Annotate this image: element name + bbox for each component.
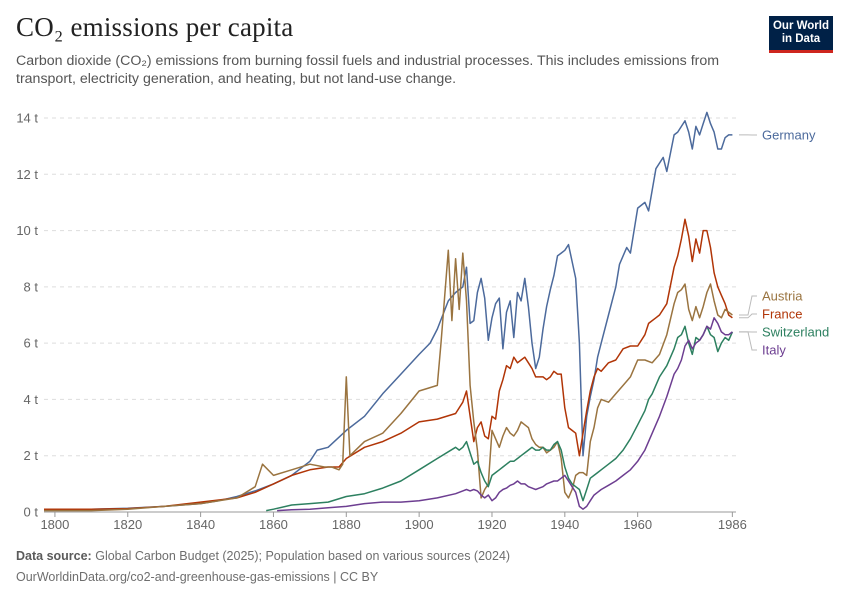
x-tick-label: 1840 (186, 517, 215, 532)
x-tick-label: 1800 (40, 517, 69, 532)
series-line-germany (44, 111, 733, 510)
legend: Germany France Austria Switzerland Italy (739, 128, 829, 358)
chart-title: CO₂ emissions per capita (16, 12, 294, 42)
x-axis: 1800 1820 1840 1860 1880 1900 1920 1940 1960 1986 (40, 512, 747, 532)
y-tick-label: 8 t (24, 279, 39, 294)
series-line-switzerland (266, 325, 734, 512)
y-tick-label: 10 t (16, 223, 38, 238)
y-tick-label: 2 t (24, 448, 39, 463)
series-label-italy: Italy (762, 343, 786, 358)
y-tick-label: 6 t (24, 336, 39, 351)
y-tick-label: 4 t (24, 392, 39, 407)
series-label-austria: Austria (762, 289, 803, 304)
series-line-italy (277, 317, 733, 512)
gridlines (44, 117, 736, 513)
y-tick-label: 14 t (16, 111, 38, 126)
logo-line-1: Our World (772, 20, 829, 32)
x-tick-label: 1860 (259, 517, 288, 532)
logo-line-2: in Data (781, 33, 821, 45)
x-tick-label: 1920 (478, 517, 507, 532)
label-connector (739, 331, 757, 351)
chart-subtitle: Carbon dioxide (CO₂) emissions from burn… (16, 53, 720, 87)
y-tick-label: 0 t (24, 505, 39, 520)
footer-url[interactable]: OurWorldinData.org/co2-and-greenhouse-ga… (16, 570, 379, 584)
source-label: Data source: (16, 549, 92, 563)
x-tick-label: 1880 (332, 517, 361, 532)
y-axis: 0 t 2 t 4 t 6 t 8 t 10 t 12 t 14 t (16, 111, 38, 520)
y-tick-label: 12 t (16, 167, 38, 182)
label-connector (739, 313, 757, 319)
series-label-switzerland: Switzerland (762, 325, 829, 340)
x-tick-label: 1960 (623, 517, 652, 532)
series-line-france (44, 218, 733, 510)
owid-logo[interactable]: Our World in Data (769, 16, 833, 53)
series-lines (44, 111, 734, 512)
source-text: Global Carbon Budget (2025); Population … (95, 549, 511, 563)
x-tick-label: 1820 (113, 517, 142, 532)
x-tick-label: 1940 (550, 517, 579, 532)
series-label-germany: Germany (762, 128, 816, 143)
label-connector (739, 295, 757, 316)
x-tick-label: 1986 (718, 517, 747, 532)
footer-source: Data source: Global Carbon Budget (2025)… (16, 549, 510, 563)
x-tick-label: 1900 (405, 517, 434, 532)
series-line-austria (44, 249, 733, 512)
series-label-france: France (762, 307, 802, 322)
